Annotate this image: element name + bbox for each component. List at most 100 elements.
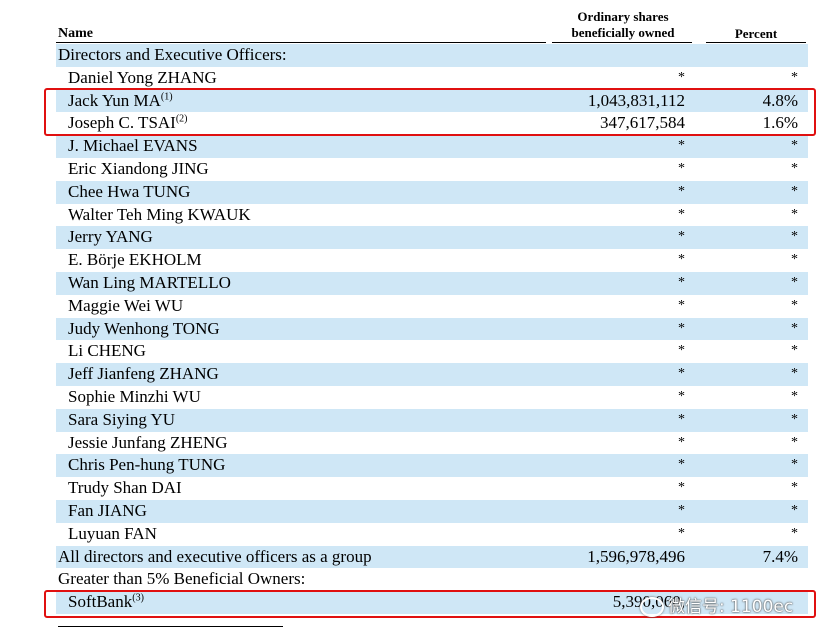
row-name-text: Sara Siying YU [68,409,176,429]
row-name: Chee Hwa TUNG [68,181,190,204]
section-header-row: Greater than 5% Beneficial Owners: [56,568,808,591]
row-percent: * [791,183,798,199]
row-shares: * [678,411,685,427]
row-name-text: Jack Yun MA [68,90,161,110]
row-shares: * [678,160,685,176]
row-name: Luyuan FAN [68,523,157,546]
row-name-text: J. Michael EVANS [68,136,198,156]
row-shares: 347,617,584 [600,113,685,133]
row-percent: * [791,206,798,222]
row-percent: * [791,274,798,290]
wechat-watermark: 微信号: 1100ec [640,592,793,617]
row-name-text: Walter Teh Ming KWAUK [68,204,251,224]
row-name-text: Trudy Shan DAI [68,478,182,498]
row-percent: * [791,69,798,85]
table-row: Maggie Wei WU * * [56,295,808,318]
row-name: E. Börje EKHOLM [68,249,202,272]
row-name: Jerry YANG [68,226,153,249]
row-name: Joseph C. TSAI(2) [68,112,188,135]
row-name-text: Joseph C. TSAI [68,113,176,133]
table-row: J. Michael EVANS * * [56,135,808,158]
row-name-text: SoftBank [68,592,133,612]
header-rule-name [56,42,546,43]
row-shares: 1,596,978,496 [587,546,685,566]
row-name: Jessie Junfang ZHENG [68,432,228,455]
row-name: Judy Wenhong TONG [68,318,220,341]
row-name-text: Jessie Junfang ZHENG [68,432,228,452]
header-rule-shares [552,42,692,43]
table-row: Sara Siying YU * * [56,408,808,432]
row-percent: * [791,320,798,336]
table-row: Walter Teh Ming KWAUK * * [56,204,808,227]
total-row: All directors and executive officers as … [56,545,808,569]
table-row: Jack Yun MA(1) 1,043,831,112 4.8% [56,89,808,113]
row-shares: * [678,252,685,268]
row-name: Sara Siying YU [68,409,175,432]
table-row: Sophie Minzhi WU * * [56,386,808,409]
table-row: Luyuan FAN * * [56,523,808,546]
row-percent: * [791,525,798,541]
row-name-text: Chris Pen-hung TUNG [68,455,226,475]
row-shares: * [678,138,685,154]
row-shares: * [678,366,685,382]
row-shares: * [678,297,685,313]
row-percent: 4.8% [762,90,798,110]
footnote-marker: (3) [132,592,144,604]
row-name-text: Daniel Yong ZHANG [68,67,217,87]
table-row: Joseph C. TSAI(2) 347,617,584 1.6% [56,112,808,135]
row-name: Greater than 5% Beneficial Owners: [58,568,305,591]
row-name-text: Sophie Minzhi WU [68,386,201,406]
row-percent: * [791,343,798,359]
row-name-text: Wan Ling MARTELLO [68,272,231,292]
table-row: Jessie Junfang ZHENG * * [56,432,808,455]
table-row: Judy Wenhong TONG * * [56,317,808,341]
row-name-text: Eric Xiandong JING [68,158,209,178]
row-percent: * [791,411,798,427]
row-name-text: All directors and executive officers as … [58,546,372,566]
table-row: Jerry YANG * * [56,226,808,250]
row-name: Directors and Executive Officers: [58,44,287,67]
row-shares: * [678,502,685,518]
row-shares: * [678,343,685,359]
row-name: Sophie Minzhi WU [68,386,201,409]
table-row: Fan JIANG * * [56,499,808,523]
row-name: All directors and executive officers as … [58,546,372,569]
row-name: Fan JIANG [68,500,147,523]
column-header-shares: Ordinary shares beneficially owned [552,9,694,41]
row-percent: * [791,388,798,404]
row-name-text: Jerry YANG [68,227,153,247]
watermark-text: 微信号: 1100ec [668,597,794,617]
table-row: Chee Hwa TUNG * * [56,180,808,204]
row-name-text: Chee Hwa TUNG [68,181,191,201]
row-shares: * [678,525,685,541]
ownership-table: Directors and Executive Officers: Daniel … [56,44,808,614]
section-header-row: Directors and Executive Officers: [56,44,808,67]
row-percent: * [791,480,798,496]
row-name-text: Maggie Wei WU [68,295,184,315]
row-name-text: Luyuan FAN [68,523,157,543]
row-shares: * [678,274,685,290]
row-percent: * [791,297,798,313]
row-percent: * [791,457,798,473]
table-row: Eric Xiandong JING * * [56,158,808,181]
row-name-text: Directors and Executive Officers: [58,45,287,64]
table-row: Chris Pen-hung TUNG * * [56,454,808,478]
table-row: Daniel Yong ZHANG * * [56,67,808,90]
table-row: Jeff Jianfeng ZHANG * * [56,363,808,386]
row-name: Trudy Shan DAI [68,477,182,500]
row-shares: * [678,434,685,450]
row-percent: * [791,252,798,268]
row-name-text: Judy Wenhong TONG [68,318,220,338]
highlight-box-softbank [44,590,816,618]
row-name: SoftBank(3) [68,591,144,614]
shares-header-line2: beneficially owned [571,25,675,40]
row-name: Li CHENG [68,340,146,363]
highlight-box-founders [44,88,816,136]
row-name-text: Li CHENG [68,341,146,361]
row-shares: * [678,320,685,336]
row-name: Jeff Jianfeng ZHANG [68,363,219,386]
row-percent: * [791,502,798,518]
row-name: Jack Yun MA(1) [68,90,173,113]
table-row: SoftBank(3) 5,390,060, [56,591,808,614]
row-name-text: Fan JIANG [68,500,147,520]
